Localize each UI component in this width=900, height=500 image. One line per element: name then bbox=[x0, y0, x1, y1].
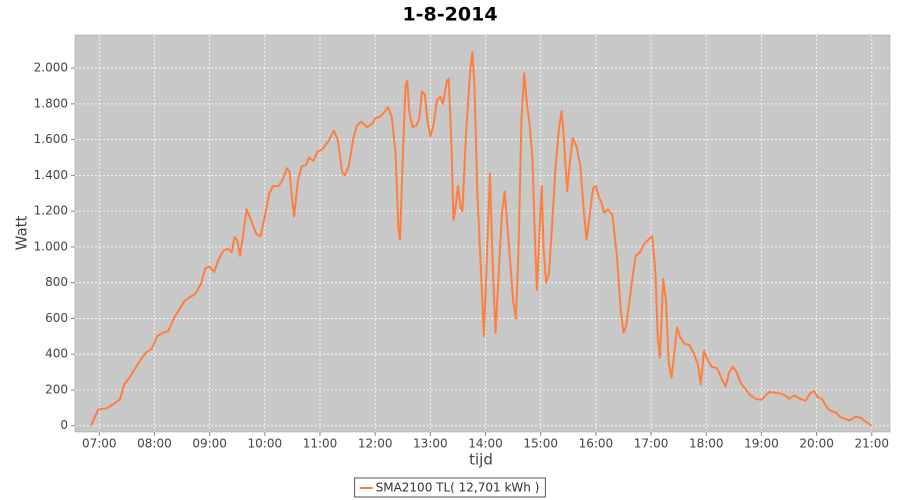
y-tick-label: 1.200 bbox=[34, 204, 68, 218]
x-tick-label: 16:00 bbox=[579, 437, 614, 451]
x-tick-label: 18:00 bbox=[689, 437, 724, 451]
y-tick-label: 400 bbox=[45, 347, 68, 361]
legend-label: SMA2100 TL( 12,701 kWh ) bbox=[376, 481, 540, 495]
x-tick-label: 20:00 bbox=[799, 437, 834, 451]
y-tick-label: 800 bbox=[45, 275, 68, 289]
y-tick-label: 1.400 bbox=[34, 168, 68, 182]
y-tick-label: 600 bbox=[45, 311, 68, 325]
legend-box bbox=[354, 477, 546, 498]
chart-title: 1-8-2014 bbox=[402, 4, 497, 26]
x-tick-label: 21:00 bbox=[854, 437, 889, 451]
y-tick-label: 2.000 bbox=[34, 61, 68, 75]
x-tick-label: 13:00 bbox=[413, 437, 448, 451]
y-tick-label: 1.800 bbox=[34, 96, 68, 110]
y-tick-label: 0 bbox=[60, 418, 68, 432]
x-tick-label: 14:00 bbox=[468, 437, 503, 451]
x-tick-label: 07:00 bbox=[82, 437, 117, 451]
plot-area bbox=[74, 34, 891, 433]
x-tick-label: 15:00 bbox=[523, 437, 558, 451]
x-tick-label: 17:00 bbox=[634, 437, 669, 451]
y-axis-label: Watt bbox=[13, 215, 31, 250]
x-tick-label: 08:00 bbox=[137, 437, 172, 451]
legend: SMA2100 TL( 12,701 kWh ) bbox=[354, 477, 546, 498]
y-tick-label: 1.600 bbox=[34, 132, 68, 146]
x-tick-label: 09:00 bbox=[192, 437, 227, 451]
data-line bbox=[90, 51, 873, 427]
y-tick-label: 1.000 bbox=[34, 239, 68, 253]
x-tick-label: 12:00 bbox=[358, 437, 393, 451]
y-tick-label: 200 bbox=[45, 382, 68, 396]
x-tick-label: 19:00 bbox=[744, 437, 779, 451]
x-axis-label: tijd bbox=[469, 451, 493, 469]
x-tick-label: 11:00 bbox=[303, 437, 338, 451]
x-tick-label: 10:00 bbox=[248, 437, 283, 451]
